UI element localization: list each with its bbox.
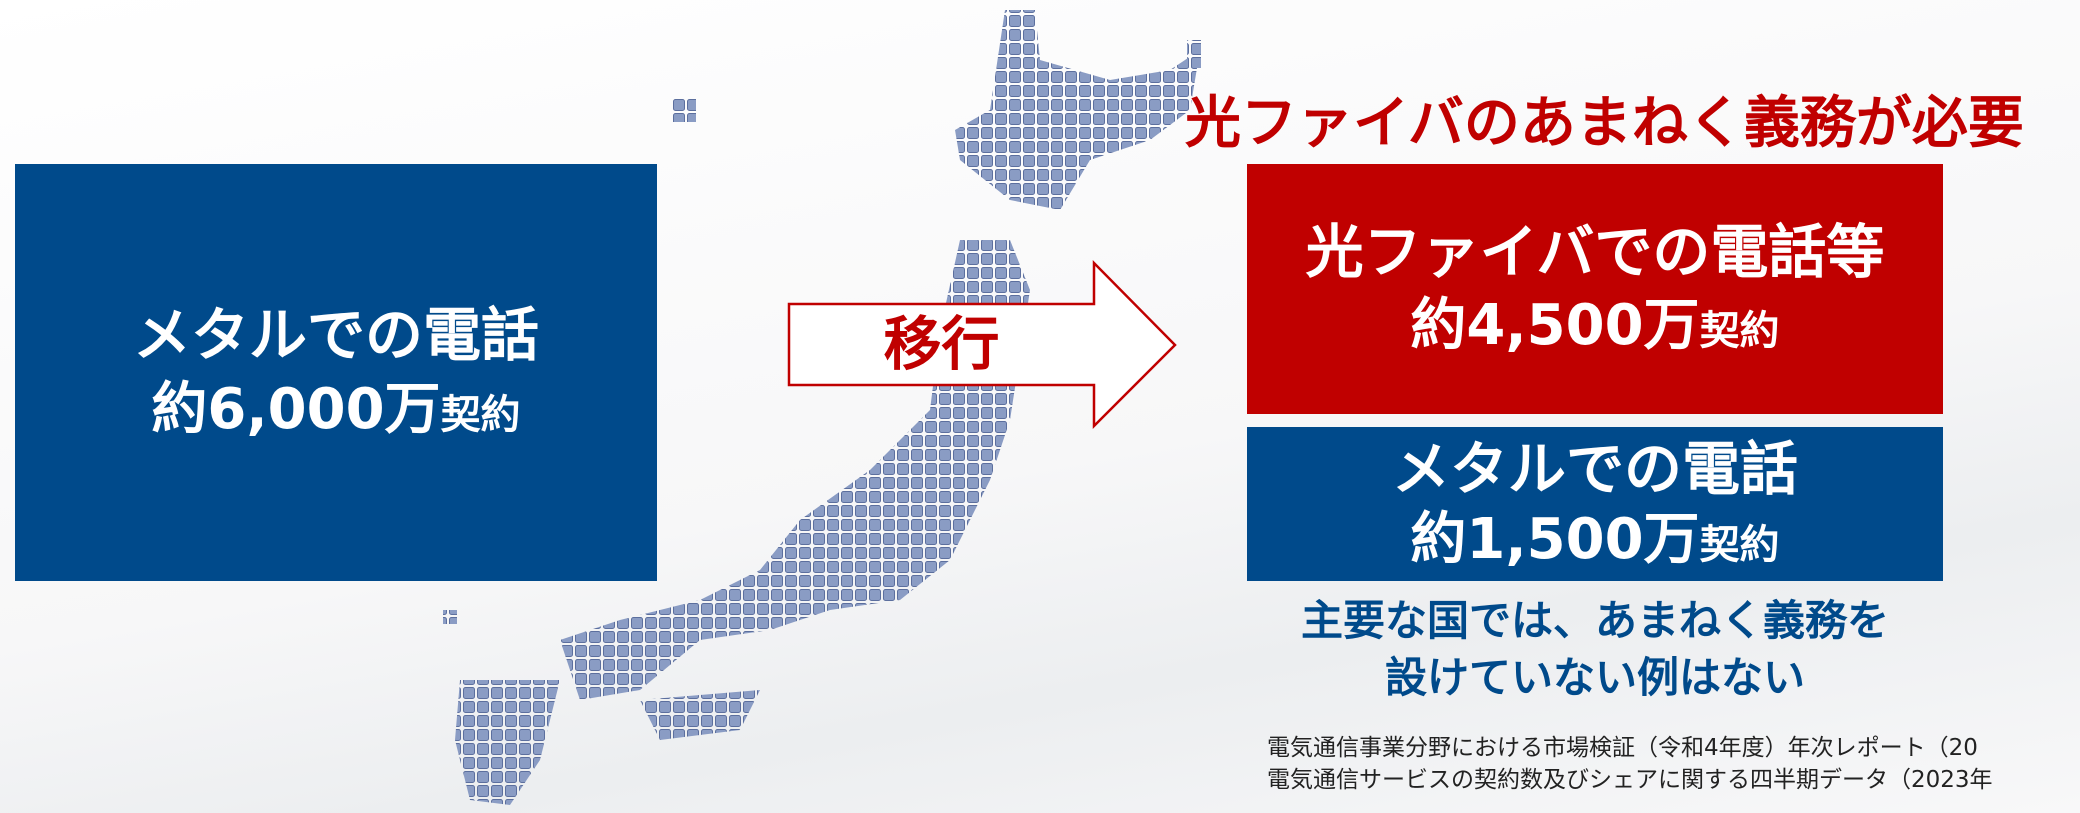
note-line: 設けていない例はない — [1384, 653, 1805, 702]
fiber-title: 光ファイバでの電話等 — [1305, 217, 1885, 286]
metal-amount: 約1,500万契約 — [1410, 505, 1779, 575]
fiber-box: 光ファイバでの電話等 約4,500万契約 — [1247, 164, 1943, 414]
unit: 契約 — [1699, 308, 1780, 355]
arrow-label: 移行 — [883, 310, 1000, 378]
amount: 約6,000万 — [151, 376, 441, 442]
unit: 契約 — [1699, 522, 1780, 569]
metal-remaining-box: メタルでの電話 約1,500万契約 — [1247, 427, 1943, 581]
source-line: 電気通信事業分野における市場検証（令和4年度）年次レポート（20 — [1267, 735, 1978, 761]
heading: 光ファイバのあまねく義務が必要 — [1185, 91, 2024, 156]
note-line: 主要な国では、あまねく義務を — [1300, 596, 1889, 645]
arrow — [787, 259, 1177, 430]
source-line: 電気通信サービスの契約数及びシェアに関する四半期データ（2023年 — [1267, 767, 1993, 793]
japan-map — [443, 10, 1201, 805]
metal-title: メタルでの電話 — [132, 301, 539, 370]
metal-box: メタルでの電話 約6,000万契約 — [15, 164, 657, 581]
fiber-amount: 約4,500万契約 — [1410, 290, 1779, 363]
amount: 約1,500万 — [1410, 507, 1700, 573]
metal-title: メタルでの電話 — [1391, 434, 1798, 503]
sources: 電気通信事業分野における市場検証（令和4年度）年次レポート（20 電気通信サービ… — [1267, 732, 1993, 796]
metal-amount: 約6,000万契約 — [151, 374, 520, 447]
note: 主要な国では、あまねく義務を 設けていない例はない — [1247, 592, 1943, 706]
unit: 契約 — [440, 391, 521, 438]
amount: 約4,500万 — [1410, 293, 1700, 359]
